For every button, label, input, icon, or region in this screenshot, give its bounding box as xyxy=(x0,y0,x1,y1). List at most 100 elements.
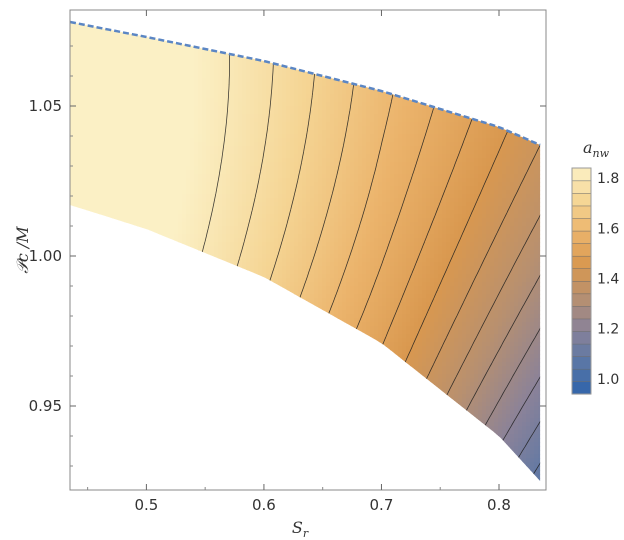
field-cell xyxy=(370,262,375,267)
field-cell xyxy=(354,266,359,271)
field-cell xyxy=(250,270,255,275)
field-cell xyxy=(326,114,331,119)
field-cell xyxy=(86,82,91,87)
field-cell xyxy=(278,166,283,171)
field-cell xyxy=(270,254,275,259)
field-cell xyxy=(190,178,195,183)
field-cell xyxy=(94,182,99,187)
field-cell xyxy=(350,126,355,131)
field-cell xyxy=(182,146,187,151)
field-cell xyxy=(130,146,135,151)
field-cell xyxy=(258,238,263,243)
field-cell xyxy=(242,110,247,115)
field-cell xyxy=(218,246,223,251)
field-cell xyxy=(70,118,75,123)
field-cell xyxy=(410,162,415,167)
field-cell xyxy=(370,214,375,219)
field-cell xyxy=(158,122,163,127)
field-cell xyxy=(310,178,315,183)
field-cell xyxy=(270,66,275,71)
field-cell xyxy=(370,170,375,175)
field-cell xyxy=(274,102,279,107)
field-cell xyxy=(254,206,259,211)
field-cell xyxy=(218,242,223,247)
field-cell xyxy=(90,34,95,39)
field-cell xyxy=(266,158,271,163)
field-cell xyxy=(194,238,199,243)
field-cell xyxy=(382,82,387,87)
field-cell xyxy=(314,102,319,107)
field-cell xyxy=(206,246,211,251)
field-cell xyxy=(394,198,399,203)
field-cell xyxy=(266,258,271,263)
field-cell xyxy=(118,22,123,27)
field-cell xyxy=(266,206,271,211)
field-cell xyxy=(230,238,235,243)
field-cell xyxy=(102,78,107,83)
field-cell xyxy=(254,110,259,115)
field-cell xyxy=(114,54,119,59)
field-cell xyxy=(218,162,223,167)
field-cell xyxy=(94,142,99,147)
field-cell xyxy=(242,170,247,175)
field-cell xyxy=(266,82,271,87)
field-cell xyxy=(182,162,187,167)
field-cell xyxy=(186,118,191,123)
field-cell xyxy=(294,62,299,67)
field-cell xyxy=(186,130,191,135)
field-cell xyxy=(242,118,247,123)
field-cell xyxy=(142,182,147,187)
field-cell xyxy=(282,218,287,223)
field-cell xyxy=(174,70,179,75)
field-cell xyxy=(186,154,191,159)
field-cell xyxy=(174,102,179,107)
field-cell xyxy=(214,262,219,267)
field-cell xyxy=(246,50,251,55)
field-cell xyxy=(302,106,307,111)
field-cell xyxy=(334,322,339,327)
field-cell xyxy=(266,218,271,223)
field-cell xyxy=(170,178,175,183)
field-cell xyxy=(78,186,83,191)
field-cell xyxy=(106,70,111,75)
field-cell xyxy=(86,110,91,115)
field-cell xyxy=(198,110,203,115)
field-cell xyxy=(402,106,407,111)
field-cell xyxy=(318,310,323,315)
field-cell xyxy=(282,58,287,63)
field-cell xyxy=(154,222,159,227)
field-cell xyxy=(318,290,323,295)
field-cell xyxy=(242,158,247,163)
field-cell xyxy=(178,150,183,155)
field-cell xyxy=(198,182,203,187)
field-cell xyxy=(106,206,111,211)
field-cell xyxy=(74,198,79,203)
field-cell xyxy=(158,142,163,147)
field-cell xyxy=(378,102,383,107)
field-cell xyxy=(354,262,359,267)
field-cell xyxy=(118,114,123,119)
field-cell xyxy=(134,50,139,55)
field-cell xyxy=(258,226,263,231)
field-cell xyxy=(82,34,87,39)
field-cell xyxy=(118,70,123,75)
field-cell xyxy=(114,90,119,95)
field-cell xyxy=(130,214,135,219)
field-cell xyxy=(262,90,267,95)
field-cell xyxy=(298,110,303,115)
field-cell xyxy=(366,122,371,127)
field-cell xyxy=(366,98,371,103)
field-cell xyxy=(322,250,327,255)
field-cell xyxy=(246,66,251,71)
field-cell xyxy=(306,258,311,263)
field-cell xyxy=(334,210,339,215)
field-cell xyxy=(178,114,183,119)
field-cell xyxy=(342,202,347,207)
field-cell xyxy=(174,94,179,99)
field-cell xyxy=(122,178,127,183)
field-cell xyxy=(166,162,171,167)
field-cell xyxy=(154,198,159,203)
field-cell xyxy=(266,214,271,219)
field-cell xyxy=(382,102,387,107)
field-cell xyxy=(210,226,215,231)
